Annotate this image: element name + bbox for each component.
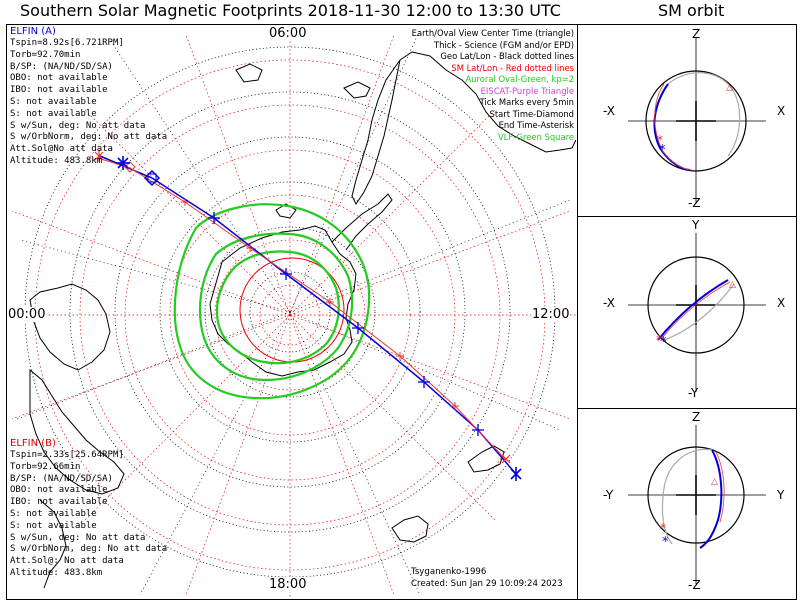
start-diamond-marker [124, 161, 161, 187]
elfin-a-line: S w/OrbNorm, deg: No att data [10, 132, 168, 143]
orbit-plot-xz: △ * * [628, 37, 766, 203]
orbit3-axis-left: -Y [603, 488, 614, 502]
legend-end: End Time-Asterisk [498, 120, 574, 130]
orbit3-axis-bottom: -Z [688, 578, 701, 592]
elfin-b-line: Tspin=2.33s[25.64RPM] [10, 450, 124, 460]
elfin-a-line: IBO: not available [10, 85, 108, 96]
legend-start: Start Time-Diamond [489, 108, 574, 119]
track-elfin-b [97, 157, 507, 461]
orbit1-axis-right: X [777, 104, 786, 118]
orbit2-axis-top: Y [692, 218, 700, 232]
track-a-ticks [208, 212, 484, 436]
lt-label-left: 00:00 [7, 307, 47, 322]
created-timestamp: Created: Sun Jan 29 10:09:24 2023 [411, 579, 563, 589]
svg-text:*: * [662, 535, 669, 550]
elfin-a-line: S: not available [10, 96, 97, 107]
legend-science: Thick - Science (FGM and/or EPD) [433, 39, 574, 50]
elfin-b-line: Att.Sol@: No att data [10, 556, 124, 567]
orbit2-axis-right: X [777, 296, 786, 310]
orbit-title: SM orbit [658, 1, 725, 20]
elfin-a-line: Torb=92.70min [10, 49, 81, 60]
track-b-ticks [181, 198, 459, 410]
map-legend: Earth/Oval View Center Time (triangle) T… [412, 28, 574, 143]
orbit3-axis-top: Z [692, 410, 701, 424]
track-elfin-a [99, 155, 517, 475]
elfin-a-line: S w/Sun, deg: No att data [10, 120, 146, 131]
orbit-plot-xy: △ * * [628, 233, 766, 392]
svg-text:*: * [657, 133, 663, 147]
svg-text:*: * [656, 333, 662, 347]
coastlines [29, 51, 576, 589]
legend-ticks: Tick Marks every 5min [479, 97, 574, 107]
elfin-b-line: OBO: not available [10, 485, 108, 496]
elfin-b-line: B/SP: (NA/ND/SD/SA) [10, 473, 113, 484]
elfin-a-line: Att.Sol@No att data [10, 144, 113, 155]
end-asterisk-marker-a [116, 156, 522, 481]
auroral-oval [173, 203, 371, 400]
elfin-b-line: S w/OrbNorm, deg: No att data [10, 544, 168, 555]
legend-auroral-oval: Auroral Oval-Green, kp=2 [465, 74, 574, 84]
map-title: Southern Solar Magnetic Footprints 2018-… [20, 1, 561, 20]
legend-sm-grid: SM Lat/Lon - Red dotted lines [451, 62, 574, 73]
elfin-b-line: Torb=92.66min [10, 461, 81, 472]
elfin-b-line: IBO: not available [10, 497, 108, 508]
lt-label-right: 12:00 [531, 307, 571, 322]
orbit1-axis-bottom: -Z [688, 196, 701, 210]
elfin-a-line: Tspin=8.92s[6.721RPM] [10, 38, 124, 48]
orbit-panel-yz [577, 408, 797, 600]
legend-view-center: Earth/Oval View Center Time (triangle) [411, 28, 574, 38]
elfin-b-line: S w/Sun, deg: No att data [10, 532, 146, 543]
end-asterisk-marker-b [94, 150, 511, 464]
orbit2-axis-left: -X [603, 296, 615, 310]
orbit3-axis-right: Y [777, 488, 785, 502]
elfin-b-line: S: not available [10, 508, 97, 519]
orbit-panel-xy [577, 216, 797, 409]
svg-text:△: △ [726, 83, 733, 93]
elfin-b-name: ELFIN (B) [10, 438, 56, 449]
legend-vlf: VLF-Green Square [497, 131, 574, 142]
orbit-plot-yz: △ * * [628, 425, 766, 584]
elfin-b-line: Altitude: 483.8km [10, 567, 103, 578]
legend-geo-grid: Geo Lat/Lon - Black dotted lines [440, 51, 574, 61]
legend-eiscat: EISCAT-Purple Triangle [480, 85, 574, 96]
elfin-a-name: ELFIN (A) [10, 26, 56, 37]
footprint-map-panel [6, 24, 578, 600]
svg-text:*: * [660, 335, 667, 350]
lt-label-bottom: 18:00 [268, 577, 308, 592]
orbit1-axis-left: -X [603, 104, 615, 118]
elfin-b-line: S: not available [10, 520, 97, 531]
model-label: Tsyganenko-1996 [411, 567, 487, 577]
svg-text:△: △ [729, 280, 736, 290]
elfin-a-line: OBO: not available [10, 73, 108, 84]
lt-label-top: 06:00 [268, 26, 308, 41]
elfin-a-line: Altitude: 483.8km [10, 155, 103, 166]
svg-text:△: △ [711, 477, 718, 487]
orbit2-axis-bottom: -Y [688, 386, 699, 400]
elfin-a-line: B/SP: (NA/ND/SD/SA) [10, 61, 113, 72]
elfin-a-line: S: not available [10, 108, 97, 119]
svg-text:*: * [659, 143, 666, 158]
orbit1-axis-top: Z [692, 27, 701, 41]
elfin-a-info: ELFIN (A) Tspin=8.92s[6.721RPM] Torb=92.… [10, 26, 167, 168]
elfin-b-info: ELFIN (B) Tspin=2.33s[25.64RPM] Torb=92.… [10, 438, 167, 580]
svg-text:*: * [660, 521, 666, 535]
geo-lon-lines [14, 29, 571, 596]
